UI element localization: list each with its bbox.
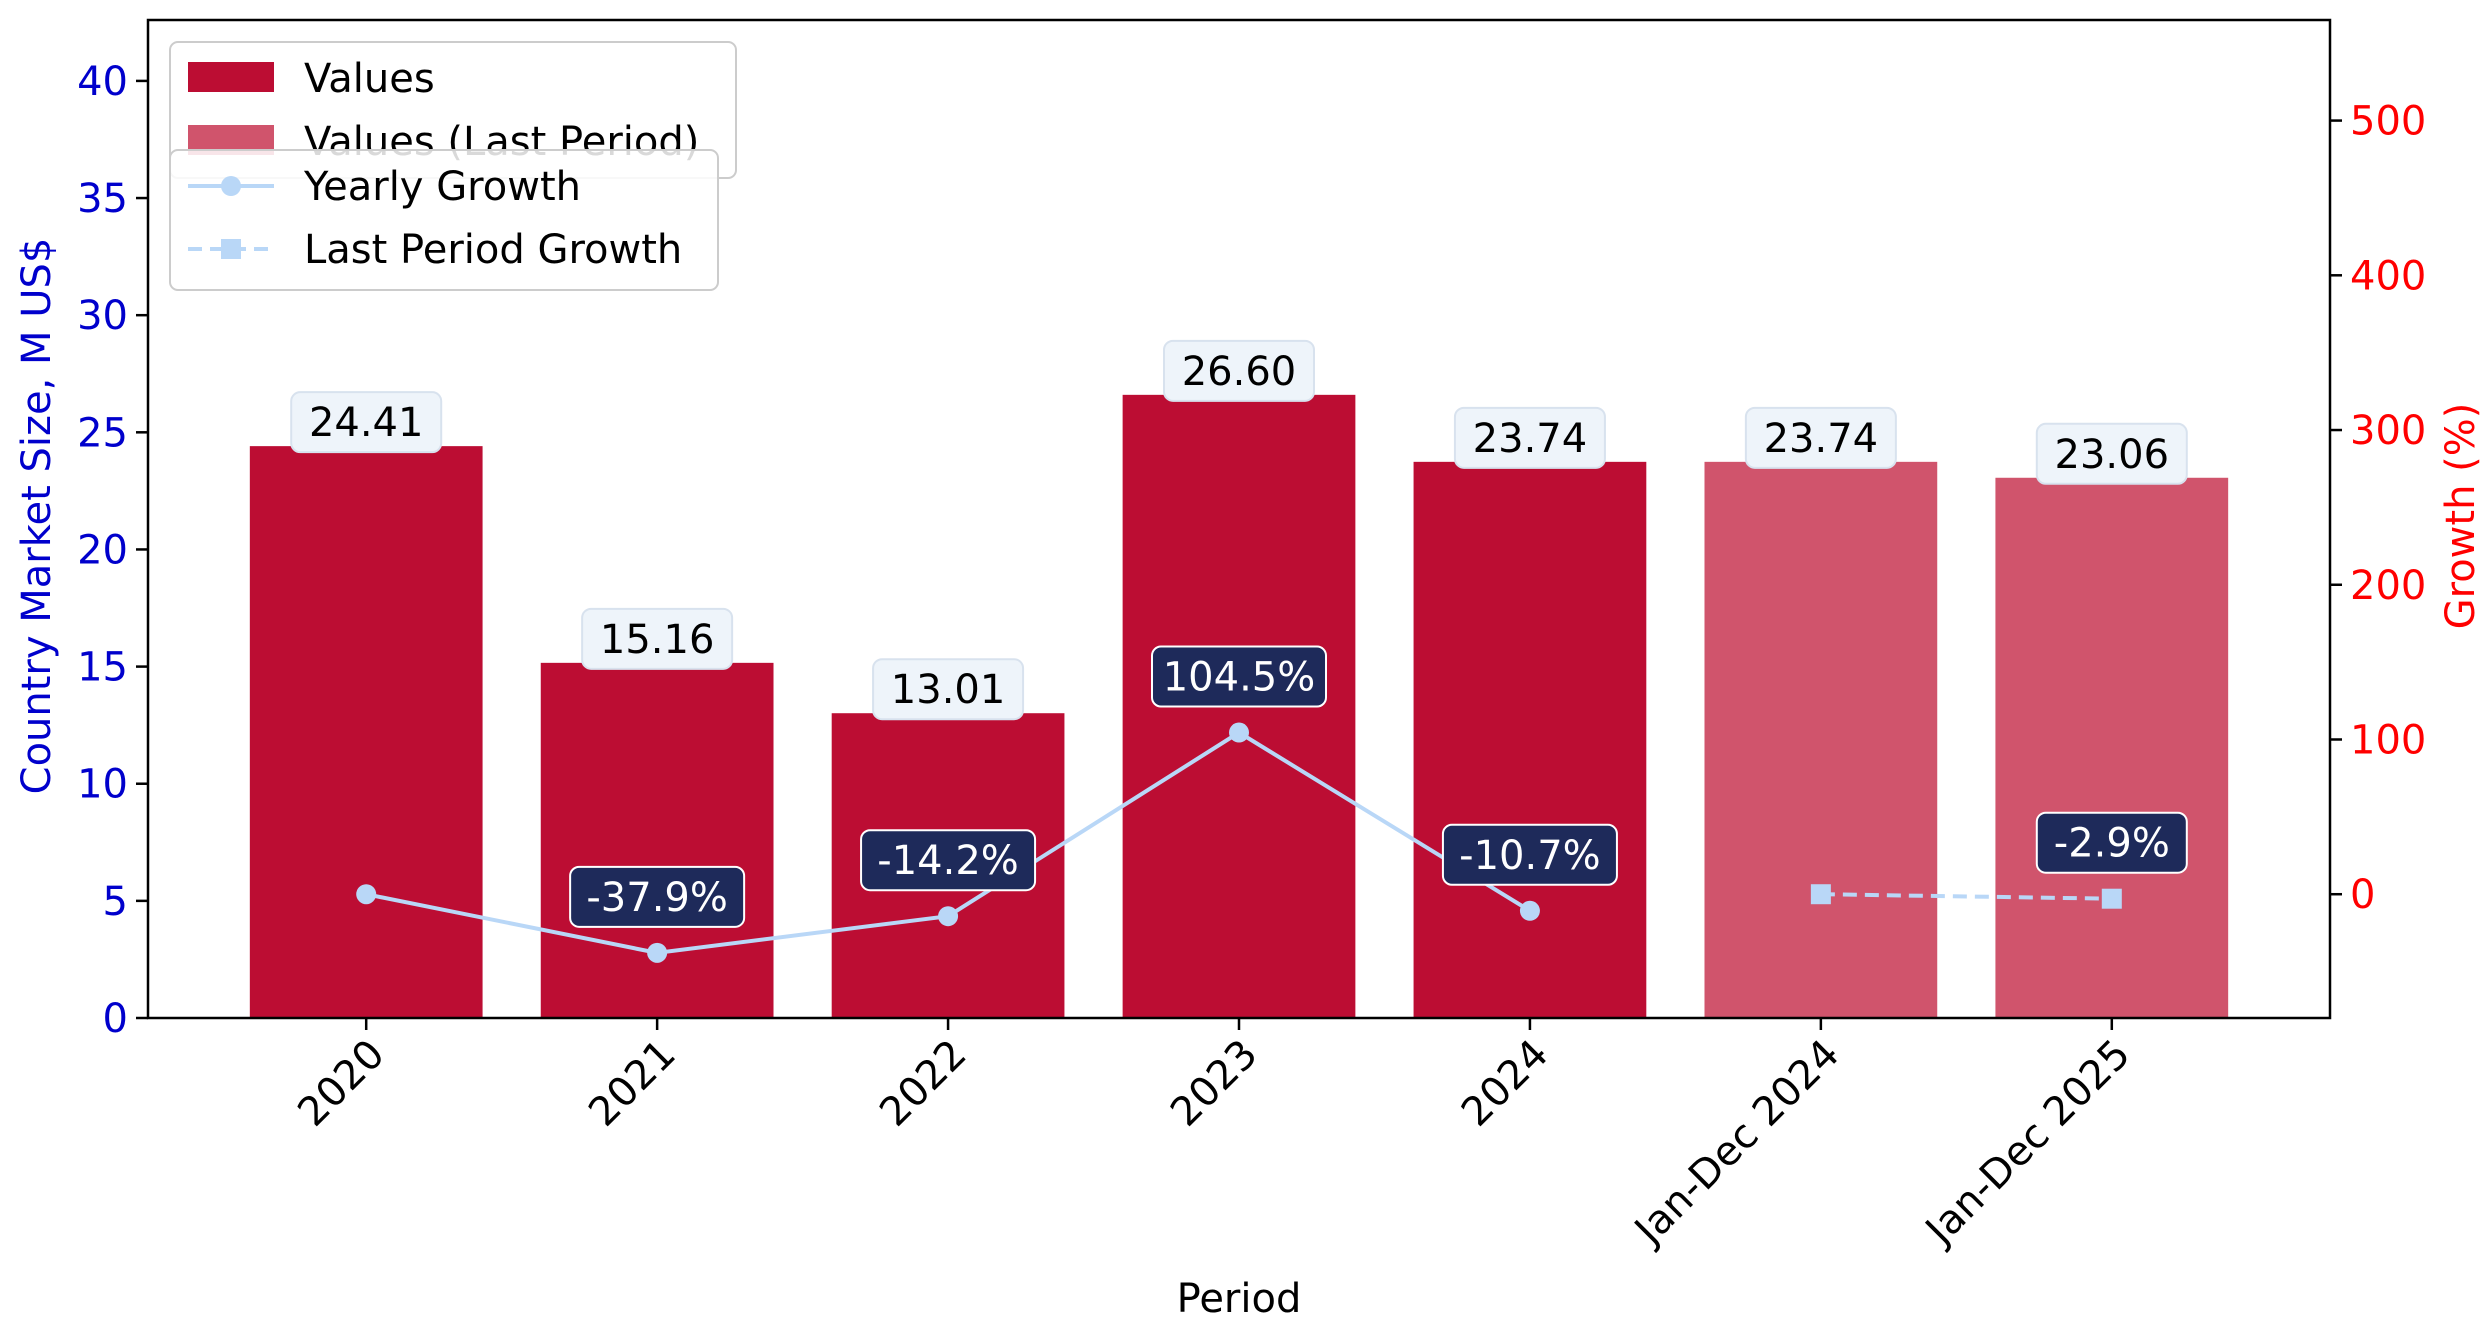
y-tick-label: 0 xyxy=(103,996,128,1042)
label-background xyxy=(1163,339,1315,402)
growth-line-last-period-growth xyxy=(1820,892,2112,901)
label-text: -14.2% xyxy=(877,838,1019,884)
legend-box: Yearly Growth Last Period Growth xyxy=(169,149,719,291)
y-tick-label: 35 xyxy=(77,176,128,222)
y-tick-label: 10 xyxy=(77,762,128,808)
bar-2024 xyxy=(1413,461,1647,1019)
growth-value-label: 104.5% xyxy=(1151,645,1327,708)
y2-axis-label: Growth (%) xyxy=(2438,403,2484,630)
label-text: 24.41 xyxy=(309,400,424,446)
label-background xyxy=(1744,406,1897,469)
y-axis-label: Country Market Size, M US$ xyxy=(14,238,60,795)
label-background xyxy=(2035,422,2188,485)
label-text: -2.9% xyxy=(2054,821,2170,867)
y-tick-label: 25 xyxy=(77,410,128,456)
x-tick-label: 2022 xyxy=(871,1031,976,1136)
label-background xyxy=(290,391,443,454)
y2-tick-label: 400 xyxy=(2350,253,2426,299)
y2-tick-label: 200 xyxy=(2350,563,2426,609)
label-background xyxy=(2035,811,2188,874)
growth-point xyxy=(1519,900,1540,921)
bar-value-label: 23.06 xyxy=(2035,422,2188,485)
data-labels-layer: 24.41 15.16 13.01 26.60 23.74 23.74 23.06 -37.9… xyxy=(290,339,2188,928)
growth-value-label: -10.7% xyxy=(1441,823,1618,886)
label-background xyxy=(1441,823,1618,886)
x-tick-label: Jan-Dec 2025 xyxy=(1915,1031,2139,1255)
label-text: 23.74 xyxy=(1764,416,1879,462)
label-background xyxy=(569,865,746,928)
label-text: 23.06 xyxy=(2055,432,2170,478)
label-text: -37.9% xyxy=(586,875,728,921)
growth-point xyxy=(1810,884,1831,905)
x-axis-label: Period xyxy=(1177,1276,1302,1322)
growth-point xyxy=(647,942,668,963)
label-text: 15.16 xyxy=(600,617,715,663)
bar-value-label: 26.60 xyxy=(1163,339,1315,402)
bar-2021 xyxy=(540,662,774,1018)
growth-point xyxy=(938,906,959,927)
legend-label: Values xyxy=(304,56,435,102)
y-tick-label: 30 xyxy=(77,293,128,339)
label-background xyxy=(581,607,734,670)
x-tick-label: 2020 xyxy=(289,1031,394,1136)
label-text: 26.60 xyxy=(1182,349,1297,395)
y-tick-label: 20 xyxy=(77,527,128,573)
legend-label: Last Period Growth xyxy=(304,227,682,273)
bar-value-label: 13.01 xyxy=(872,658,1025,721)
x-tick-label: 2021 xyxy=(580,1031,685,1136)
label-background xyxy=(860,829,1037,892)
label-text: -10.7% xyxy=(1459,833,1601,879)
x-tick-label: 2023 xyxy=(1162,1031,1267,1136)
x-tick-label: 2024 xyxy=(1453,1031,1558,1136)
growth-value-label: -14.2% xyxy=(860,829,1037,892)
y-tick-label: 40 xyxy=(77,59,128,105)
bars-layer xyxy=(249,394,2229,1019)
bar-value-label: 15.16 xyxy=(581,607,734,670)
label-text: 104.5% xyxy=(1163,655,1316,701)
legend-label: Yearly Growth xyxy=(303,164,581,210)
bar-value-label: 23.74 xyxy=(1744,406,1897,469)
y2-tick-label: 0 xyxy=(2350,872,2375,918)
legend-marker xyxy=(221,176,241,196)
growth-lines-layer xyxy=(356,722,2122,963)
growth-point xyxy=(356,884,377,905)
label-background xyxy=(872,658,1025,721)
bar-jan-dec-2025 xyxy=(1995,477,2229,1018)
bar-2020 xyxy=(249,446,483,1018)
y2-tick-label: 300 xyxy=(2350,408,2426,454)
x-tick-label: Jan-Dec 2024 xyxy=(1624,1031,1848,1255)
legend-frame xyxy=(169,149,719,291)
growth-value-label: -2.9% xyxy=(2035,811,2188,874)
y-tick-label: 5 xyxy=(103,879,128,925)
growth-point xyxy=(1229,722,1249,743)
label-text: 13.01 xyxy=(891,667,1006,713)
label-text: 23.74 xyxy=(1473,416,1588,462)
bar-value-label: 24.41 xyxy=(290,391,443,454)
growth-value-label: -37.9% xyxy=(569,865,746,928)
growth-point xyxy=(2101,888,2122,909)
bar-value-label: 23.74 xyxy=(1453,406,1606,469)
legend-swatch xyxy=(188,62,274,92)
y2-tick-label: 500 xyxy=(2350,99,2426,145)
bar-jan-dec-2024 xyxy=(1704,461,1938,1019)
y-tick-label: 15 xyxy=(77,645,128,691)
label-background xyxy=(1453,406,1606,469)
label-background xyxy=(1151,645,1327,708)
y2-tick-label: 100 xyxy=(2350,717,2426,763)
legend-marker xyxy=(221,239,241,259)
